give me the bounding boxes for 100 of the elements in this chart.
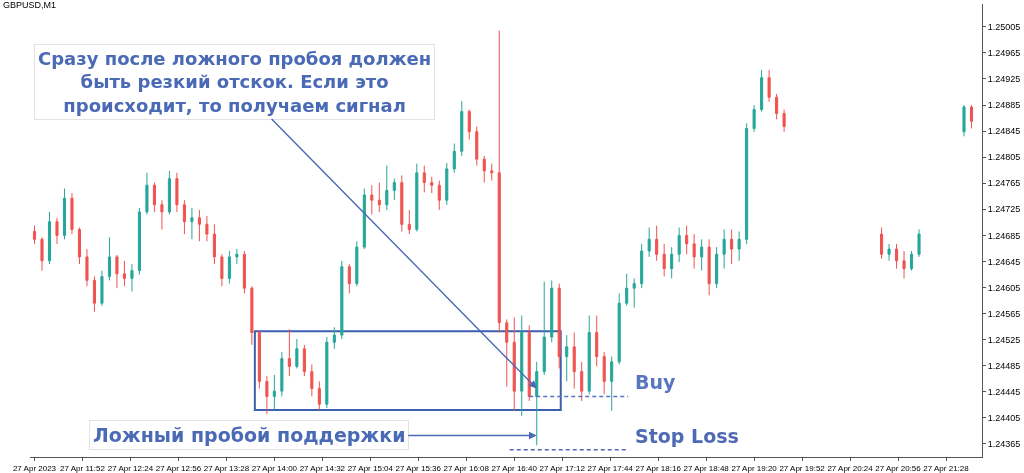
candlestick <box>557 283 561 369</box>
candlestick <box>640 243 644 289</box>
candlestick <box>302 344 306 377</box>
candlestick <box>295 338 299 369</box>
candlestick <box>152 182 156 213</box>
candlestick <box>62 187 67 240</box>
candlestick <box>265 375 269 415</box>
candlestick <box>917 229 921 258</box>
y-tick-label: 1.24365 <box>987 439 1021 450</box>
candlestick <box>467 109 471 141</box>
candlestick <box>182 199 186 235</box>
candlestick <box>310 363 314 397</box>
candlestick <box>767 69 771 103</box>
candlestick <box>212 223 216 265</box>
candlestick <box>775 93 779 120</box>
candlestick <box>962 104 966 137</box>
y-tick-label: 1.24805 <box>987 152 1021 163</box>
y-tick-label: 1.24965 <box>987 48 1021 59</box>
candlestick <box>242 250 246 294</box>
candlestick <box>700 238 704 272</box>
candlestick <box>692 233 696 270</box>
candlestick <box>370 184 374 216</box>
candlestick <box>400 174 404 232</box>
candlestick <box>325 336 329 409</box>
series-label: Buy <box>635 371 677 393</box>
candlestick <box>460 100 464 157</box>
candlestick <box>452 142 456 174</box>
y-tick-label: 1.24725 <box>987 204 1021 215</box>
candlestick <box>92 275 97 313</box>
candlestick <box>235 248 239 265</box>
candlestick <box>220 253 224 287</box>
x-tick-label: 27 Apr 13:28 <box>203 463 250 473</box>
candlestick <box>332 326 336 350</box>
candlestick <box>490 163 494 182</box>
x-tick-label: 27 Apr 19:52 <box>779 463 826 473</box>
candlestick <box>632 277 636 309</box>
candlestick <box>760 69 764 113</box>
x-tick-label: 27 Apr 18:16 <box>635 463 682 473</box>
candlestick <box>737 230 741 262</box>
candlestick <box>505 318 509 388</box>
candlestick <box>587 315 591 395</box>
candlestick <box>205 215 209 242</box>
candlestick <box>527 324 531 402</box>
candlestick <box>685 225 689 255</box>
candlestick <box>730 229 734 265</box>
candlestick <box>497 30 501 334</box>
candlestick <box>445 162 449 206</box>
candlestick <box>647 227 651 258</box>
candlestick <box>602 351 606 395</box>
x-tick-label: 27 Apr 14:00 <box>251 463 298 473</box>
candlestick <box>40 236 44 272</box>
x-tick-label: 27 Apr 15:36 <box>395 463 442 473</box>
candlestick <box>190 207 194 240</box>
candlestick <box>145 172 149 216</box>
candlestick <box>77 227 82 265</box>
series-label: Stop Loss <box>635 425 739 447</box>
y-tick-label: 1.24445 <box>987 386 1021 397</box>
x-tick-label: 27 Apr 17:44 <box>587 463 634 473</box>
candlestick <box>100 270 104 307</box>
candlestick <box>475 126 479 167</box>
candlestick <box>782 109 786 133</box>
candlestick <box>227 250 231 285</box>
candlestick <box>430 176 434 194</box>
y-tick-label: 1.24925 <box>987 74 1021 85</box>
candlestick <box>47 211 52 265</box>
candlestick <box>715 246 719 289</box>
y-tick-label: 1.24645 <box>987 256 1021 267</box>
y-tick-label: 1.24565 <box>987 308 1021 319</box>
y-tick-label: 1.24685 <box>987 230 1021 241</box>
x-tick-label: 27 Apr 2023 <box>12 463 57 473</box>
candlestick <box>752 104 756 133</box>
x-tick-label: 27 Apr 15:04 <box>347 463 394 473</box>
candlestick <box>520 315 524 417</box>
y-tick-label: 1.24605 <box>987 282 1021 293</box>
candlestick <box>745 122 749 245</box>
x-tick-label: 27 Apr 20:56 <box>875 463 922 473</box>
candlestick <box>617 292 621 365</box>
candlestick <box>722 229 726 270</box>
candlestick <box>70 192 74 235</box>
candlestick <box>655 225 659 262</box>
candlestick <box>880 227 884 260</box>
candlestick <box>909 250 914 272</box>
candlestick <box>85 248 89 287</box>
x-tick-label: 27 Apr 20:24 <box>827 463 874 473</box>
candlestick <box>130 263 134 292</box>
candlestick <box>392 178 396 201</box>
y-tick-label: 1.25005 <box>987 21 1021 32</box>
x-tick-label: 27 Apr 17:12 <box>539 463 586 473</box>
candlestick <box>175 172 179 213</box>
candlestick <box>122 260 126 287</box>
y-tick-label: 1.24845 <box>987 126 1021 137</box>
chart-title: GBPUSD,M1 <box>3 0 57 10</box>
y-tick-label: 1.24405 <box>987 413 1021 424</box>
candlestick <box>887 243 891 262</box>
x-tick-label: 27 Apr 18:48 <box>683 463 730 473</box>
candlestick <box>677 227 681 263</box>
candlestick <box>362 187 366 250</box>
candlestick <box>437 180 441 211</box>
candlestick <box>287 328 291 377</box>
candlestick <box>610 356 614 412</box>
